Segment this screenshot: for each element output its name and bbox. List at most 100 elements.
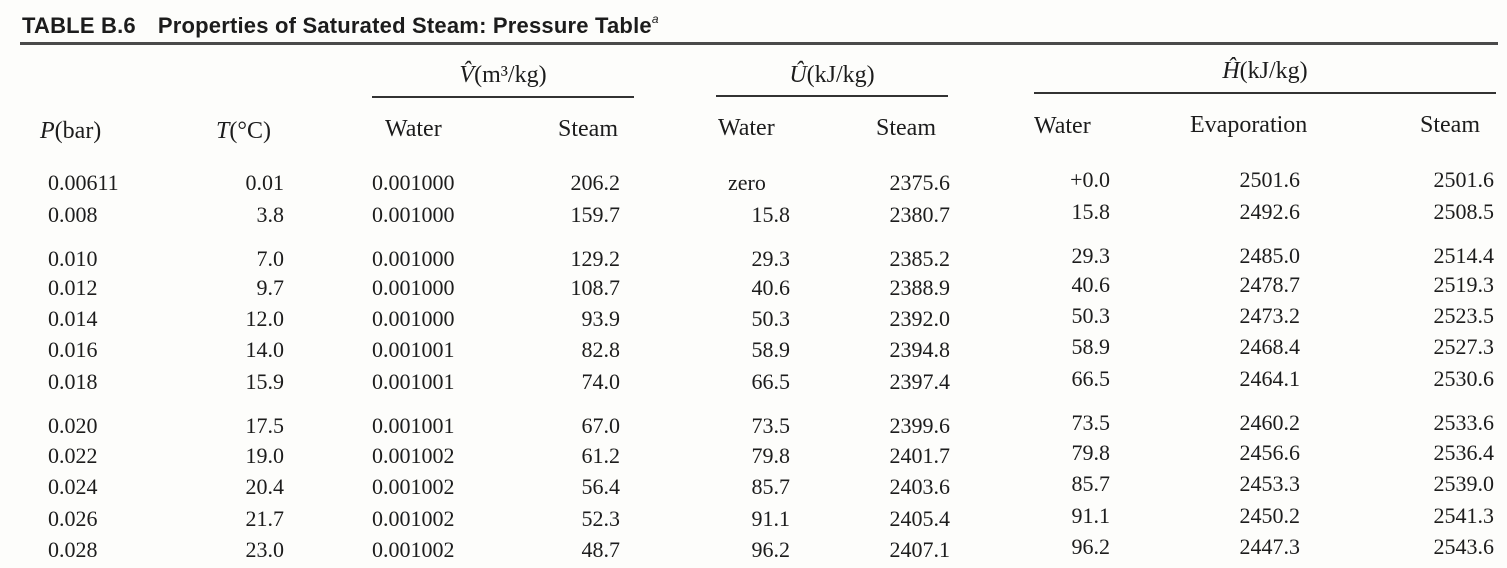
cell-h-water: 91.1 bbox=[1071, 503, 1111, 528]
cell-u-water: 66.5 bbox=[751, 369, 791, 394]
cell-h-water: 58.9 bbox=[1071, 334, 1111, 359]
cell-u-water: 29.3 bbox=[751, 246, 791, 271]
cell-u-steam: 2385.2 bbox=[889, 246, 951, 271]
cell-h-water: 29.3 bbox=[1071, 243, 1111, 268]
cell-v-water: 0.001002 bbox=[372, 443, 455, 468]
cell-u-steam: 2394.8 bbox=[889, 337, 951, 362]
cell-u-water: zero bbox=[728, 170, 766, 195]
pressure-unit: (bar) bbox=[54, 118, 102, 144]
cell-u-steam: 2403.6 bbox=[889, 474, 951, 499]
cell-pressure: 0.020 bbox=[48, 413, 98, 438]
cell-v-steam: 74.0 bbox=[581, 369, 621, 394]
cell-v-water: 0.001000 bbox=[372, 202, 455, 227]
cell-h-evaporation: 2468.4 bbox=[1239, 334, 1301, 359]
col-header-temperature: T(°C) bbox=[216, 118, 271, 145]
cell-h-evaporation: 2460.2 bbox=[1239, 410, 1301, 435]
cell-u-steam: 2405.4 bbox=[889, 506, 951, 531]
pressure-symbol: P bbox=[40, 118, 55, 144]
cell-v-water: 0.001000 bbox=[372, 306, 455, 331]
cell-h-evaporation: 2492.6 bbox=[1239, 199, 1301, 224]
cell-h-steam: 2527.3 bbox=[1433, 334, 1495, 359]
enthalpy-symbol: Ĥ bbox=[1222, 58, 1240, 84]
cell-v-steam: 129.2 bbox=[570, 246, 621, 271]
title-rule bbox=[20, 42, 1498, 45]
cell-pressure: 0.016 bbox=[48, 337, 98, 362]
group-rule-enthalpy bbox=[1034, 92, 1496, 94]
cell-temperature: 14.0 bbox=[245, 337, 285, 362]
cell-h-steam: 2501.6 bbox=[1433, 167, 1495, 192]
table-caption: Properties of Saturated Steam: Pressure … bbox=[157, 13, 652, 38]
cell-h-water: 79.8 bbox=[1071, 440, 1111, 465]
cell-pressure: 0.022 bbox=[48, 443, 98, 468]
cell-h-steam: 2543.6 bbox=[1433, 534, 1495, 559]
cell-u-water: 91.1 bbox=[751, 506, 791, 531]
cell-v-steam: 48.7 bbox=[581, 537, 621, 562]
cell-h-water: 40.6 bbox=[1071, 272, 1111, 297]
cell-h-steam: 2539.0 bbox=[1433, 471, 1495, 496]
group-header-volume: V̂(m³/kg) bbox=[372, 62, 634, 89]
table-title: TABLE B.6 Properties of Saturated Steam: … bbox=[22, 12, 659, 39]
cell-u-steam: 2407.1 bbox=[889, 537, 951, 562]
cell-h-water: 66.5 bbox=[1071, 366, 1111, 391]
cell-u-water: 85.7 bbox=[751, 474, 791, 499]
cell-h-evaporation: 2450.2 bbox=[1239, 503, 1301, 528]
energy-unit: (kJ/kg) bbox=[806, 62, 875, 88]
cell-h-evaporation: 2447.3 bbox=[1239, 534, 1301, 559]
cell-h-steam: 2536.4 bbox=[1433, 440, 1495, 465]
cell-v-water: 0.001000 bbox=[372, 275, 455, 300]
cell-u-steam: 2401.7 bbox=[889, 443, 951, 468]
cell-h-steam: 2508.5 bbox=[1433, 199, 1495, 224]
cell-h-steam: 2523.5 bbox=[1433, 303, 1495, 328]
cell-h-evaporation: 2464.1 bbox=[1239, 366, 1301, 391]
cell-h-evaporation: 2485.0 bbox=[1239, 243, 1301, 268]
cell-h-water: 73.5 bbox=[1071, 410, 1111, 435]
cell-u-steam: 2375.6 bbox=[889, 170, 951, 195]
col-header-h-evaporation: Evaporation bbox=[1190, 112, 1308, 138]
cell-temperature: 3.8 bbox=[256, 202, 285, 227]
cell-h-evaporation: 2473.2 bbox=[1239, 303, 1301, 328]
col-header-v-steam: Steam bbox=[558, 116, 618, 142]
col-header-h-water: Water bbox=[1034, 113, 1091, 139]
cell-h-steam: 2514.4 bbox=[1433, 243, 1495, 268]
temperature-symbol: T bbox=[216, 118, 230, 144]
footnote-mark: a bbox=[651, 12, 659, 26]
cell-temperature: 23.0 bbox=[245, 537, 285, 562]
cell-temperature: 0.01 bbox=[245, 170, 285, 195]
cell-u-steam: 2397.4 bbox=[889, 369, 951, 394]
cell-u-steam: 2392.0 bbox=[889, 306, 951, 331]
cell-u-steam: 2399.6 bbox=[889, 413, 951, 438]
col-header-pressure: P(bar) bbox=[40, 118, 101, 145]
cell-v-water: 0.001001 bbox=[372, 337, 455, 362]
volume-symbol: V̂ bbox=[459, 62, 475, 88]
cell-pressure: 0.018 bbox=[48, 369, 98, 394]
cell-pressure: 0.028 bbox=[48, 537, 98, 562]
col-header-h-steam: Steam bbox=[1420, 112, 1480, 138]
cell-h-evaporation: 2453.3 bbox=[1239, 471, 1301, 496]
cell-pressure: 0.014 bbox=[48, 306, 98, 331]
cell-temperature: 9.7 bbox=[256, 275, 285, 300]
volume-unit: (m³/kg) bbox=[474, 62, 547, 88]
cell-v-water: 0.001002 bbox=[372, 506, 455, 531]
cell-pressure: 0.026 bbox=[48, 506, 98, 531]
table-number: TABLE B.6 bbox=[22, 13, 136, 38]
cell-u-steam: 2380.7 bbox=[889, 202, 951, 227]
group-header-energy: Û(kJ/kg) bbox=[716, 62, 948, 89]
cell-v-steam: 108.7 bbox=[570, 275, 621, 300]
group-header-enthalpy: Ĥ(kJ/kg) bbox=[1034, 58, 1496, 85]
cell-temperature: 21.7 bbox=[245, 506, 285, 531]
cell-temperature: 19.0 bbox=[245, 443, 285, 468]
cell-u-water: 73.5 bbox=[751, 413, 791, 438]
cell-u-water: 50.3 bbox=[751, 306, 791, 331]
cell-v-water: 0.001000 bbox=[372, 170, 455, 195]
cell-v-steam: 52.3 bbox=[581, 506, 621, 531]
cell-u-water: 40.6 bbox=[751, 275, 791, 300]
enthalpy-unit: (kJ/kg) bbox=[1239, 58, 1308, 84]
cell-temperature: 20.4 bbox=[245, 474, 285, 499]
col-header-u-water: Water bbox=[718, 115, 775, 141]
cell-u-steam: 2388.9 bbox=[889, 275, 951, 300]
cell-temperature: 15.9 bbox=[245, 369, 285, 394]
energy-symbol: Û bbox=[789, 62, 807, 88]
cell-h-evaporation: 2456.6 bbox=[1239, 440, 1301, 465]
cell-pressure: 0.024 bbox=[48, 474, 98, 499]
group-rule-volume bbox=[372, 96, 634, 98]
